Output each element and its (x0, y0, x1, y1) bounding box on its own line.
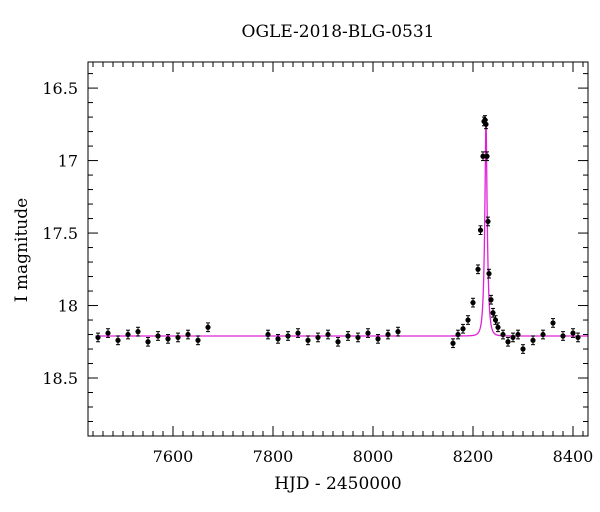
data-point (285, 333, 291, 339)
y-tick-label: 18.5 (42, 369, 78, 388)
data-point (175, 334, 181, 341)
data-point (486, 271, 492, 277)
data-point (505, 339, 511, 345)
data-point (335, 339, 341, 345)
model-curve-group (95, 118, 588, 337)
data-point (265, 331, 271, 338)
y-tick-label: 17.5 (42, 224, 78, 243)
data-point (465, 317, 471, 323)
data-point (355, 334, 361, 341)
data-point (345, 333, 351, 339)
chart-title: OGLE-2018-BLG-0531 (241, 22, 435, 42)
x-tick-label: 8200 (453, 447, 494, 466)
x-tick-label: 8000 (353, 447, 394, 466)
data-point (95, 334, 101, 341)
data-point (488, 297, 494, 303)
y-tick-label: 18 (58, 297, 78, 316)
data-point (520, 346, 526, 352)
x-tick-label: 7600 (153, 447, 194, 466)
y-tick-label: 17 (58, 152, 78, 171)
data-point (483, 121, 489, 127)
data-point (295, 330, 301, 336)
data-point (325, 331, 331, 338)
data-point (475, 266, 481, 272)
data-point (165, 336, 171, 342)
x-tick-label: 7800 (253, 447, 294, 466)
data-point (125, 331, 131, 338)
data-point (485, 218, 491, 225)
data-point (205, 324, 211, 330)
data-points-group (95, 115, 581, 354)
data-point (305, 337, 311, 343)
plot-frame (87, 61, 589, 437)
data-point (575, 334, 581, 341)
data-point (155, 333, 161, 339)
data-point (375, 336, 381, 342)
data-point (495, 324, 501, 330)
data-point (115, 337, 121, 343)
data-point (510, 334, 516, 341)
data-point (145, 339, 151, 345)
data-point (570, 330, 576, 336)
data-point (484, 153, 490, 159)
data-point (500, 331, 506, 338)
y-tick-label: 16.5 (42, 79, 78, 98)
data-point (550, 320, 556, 326)
model-curve (95, 118, 588, 337)
data-point (477, 227, 484, 233)
data-point (105, 330, 111, 336)
data-point (560, 333, 566, 339)
data-point (515, 331, 521, 338)
data-point (492, 317, 499, 323)
data-point (315, 334, 321, 341)
data-point (530, 337, 536, 343)
data-point (395, 329, 401, 335)
data-point (275, 336, 281, 342)
data-point (135, 329, 141, 335)
data-point (185, 331, 191, 338)
data-point (385, 331, 391, 338)
data-point (455, 331, 461, 338)
data-point (540, 331, 546, 338)
x-tick-label: 8400 (553, 447, 594, 466)
data-point (480, 153, 486, 159)
data-point (450, 340, 456, 346)
x-axis-label: HJD - 2450000 (274, 474, 402, 494)
data-point (195, 337, 201, 343)
data-point (365, 330, 371, 336)
data-point (460, 326, 466, 332)
data-point (490, 310, 496, 316)
data-point (470, 300, 476, 306)
tick-group: 7600 7800 8000 8200 8400 16.5 17 17.5 18 18.5 (42, 62, 593, 466)
